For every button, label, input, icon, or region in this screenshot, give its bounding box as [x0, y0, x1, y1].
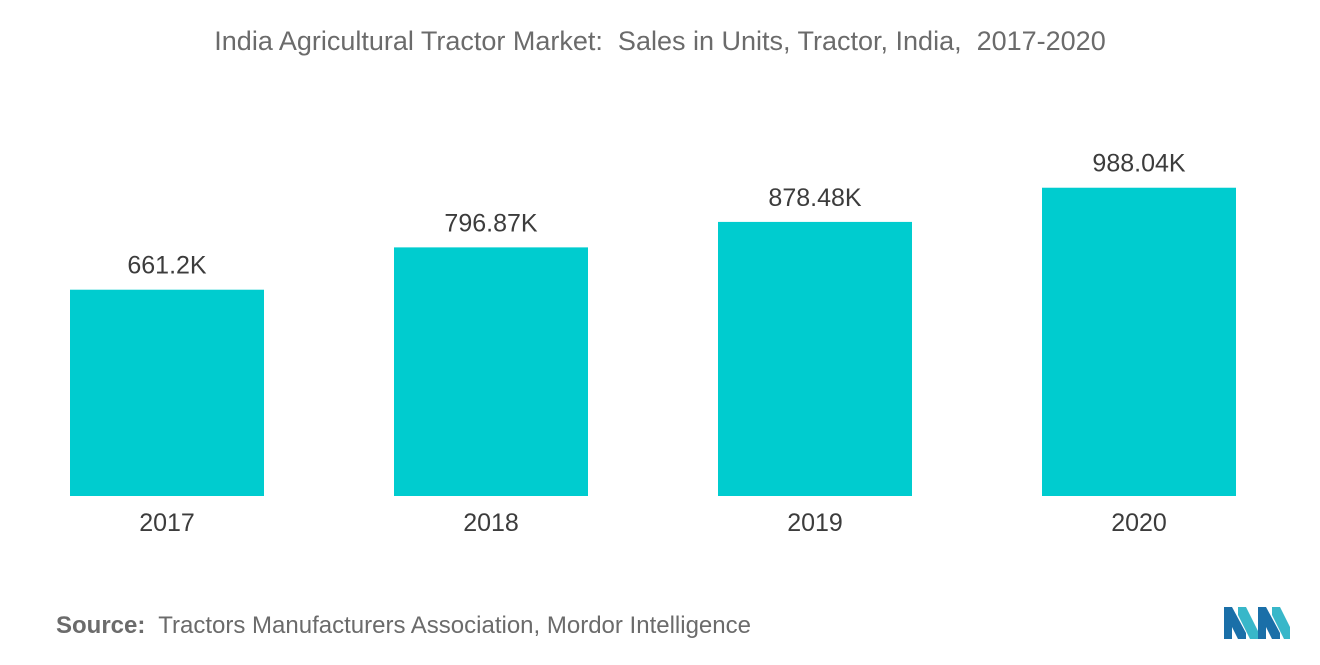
x-tick-label-2018: 2018 — [463, 509, 519, 537]
data-label-2018: 796.87K — [444, 209, 537, 237]
source-text: Tractors Manufacturers Association, Mord… — [158, 612, 751, 639]
x-tick-label-2017: 2017 — [139, 509, 195, 537]
data-label-2020: 988.04K — [1092, 150, 1185, 178]
data-label-2019: 878.48K — [768, 184, 861, 212]
bar-2019 — [718, 221, 912, 496]
source-note: Source: Tractors Manufacturers Associati… — [56, 612, 751, 640]
chart-title: India Agricultural Tractor Market: Sales… — [214, 26, 1106, 56]
x-tick-label-2020: 2020 — [1111, 509, 1167, 537]
bar-2017 — [70, 289, 264, 496]
x-tick-label-2019: 2019 — [787, 509, 843, 537]
data-label-2017: 661.2K — [127, 252, 207, 280]
bars-group — [70, 187, 1236, 497]
bar-chart: 661.2K 796.87K 878.48K 988.04K 2017 2018 2019… — [70, 150, 1236, 537]
bar-2020 — [1042, 187, 1236, 497]
x-axis-tick-labels: 2017 2018 2019 2020 — [139, 509, 1167, 537]
bar-2018 — [394, 247, 588, 496]
source-label: Source: — [56, 612, 146, 639]
data-labels-group: 661.2K 796.87K 878.48K 988.04K — [127, 150, 1186, 280]
mordor-intelligence-logo-icon — [1224, 607, 1290, 639]
